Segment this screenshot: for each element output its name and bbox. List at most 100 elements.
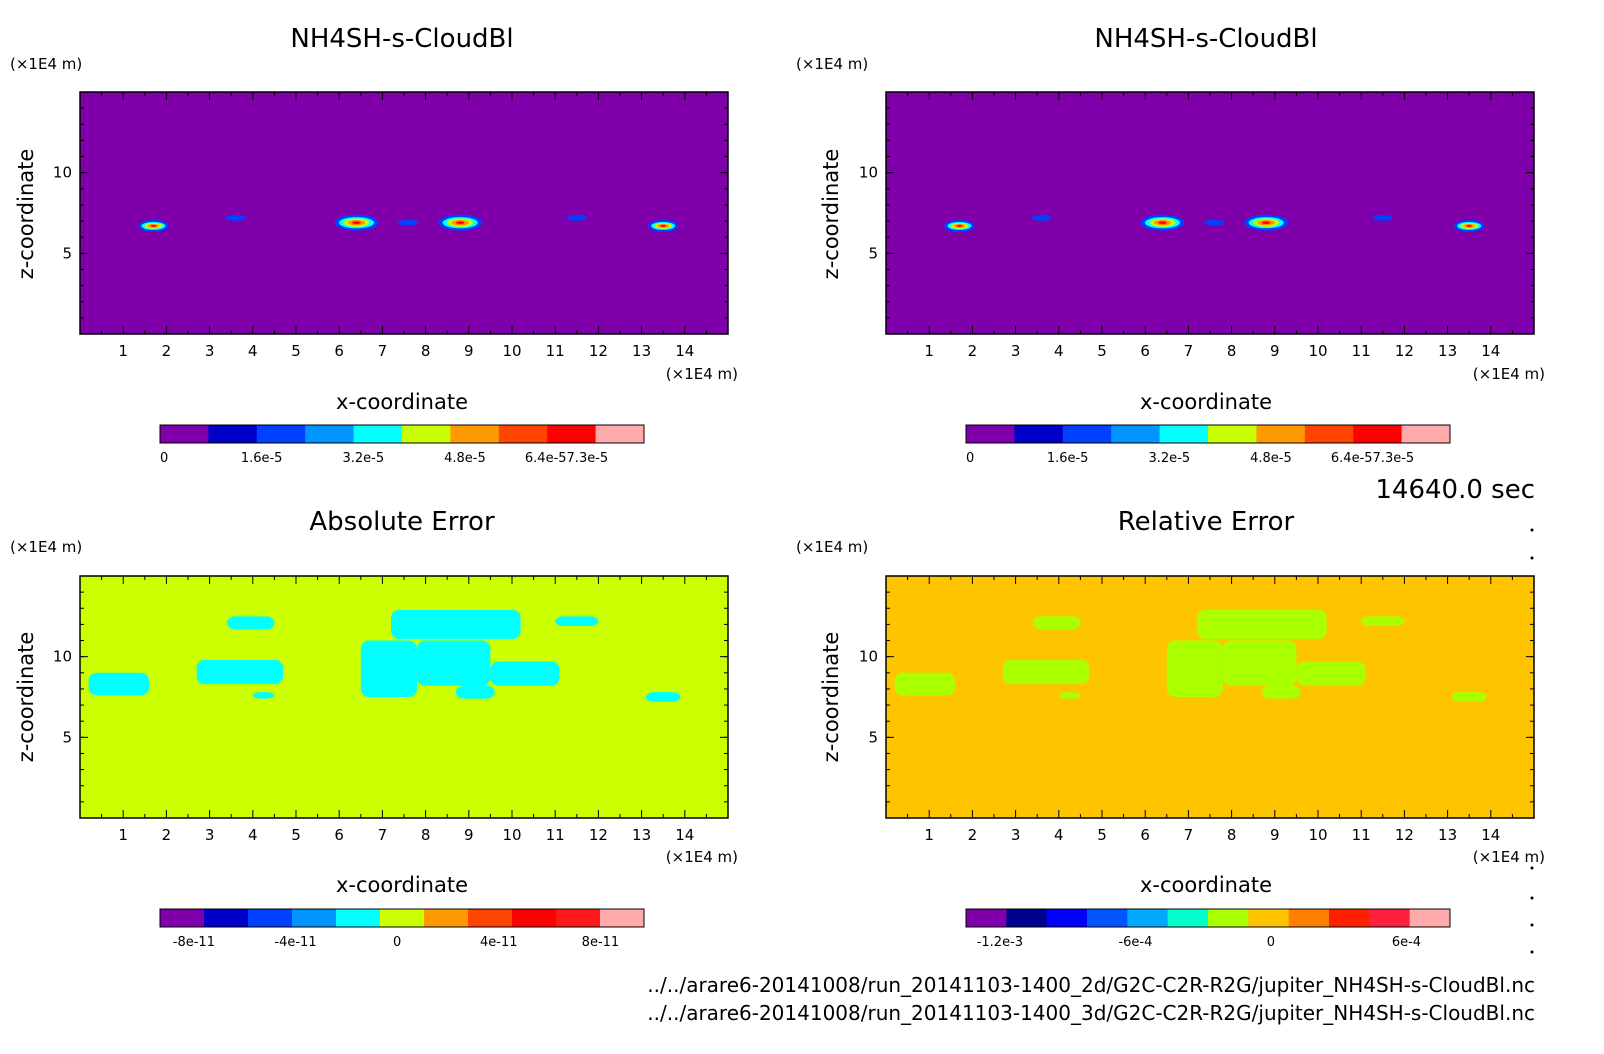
x-tick-label: 6 [334,826,344,844]
x-tick-label: 2 [162,826,172,844]
cloud-blob [225,214,246,221]
cloud-blob [566,214,587,221]
x-tick-label: 6 [1140,342,1150,360]
cloud-blob [455,221,465,225]
colorbar-segment [1167,909,1209,927]
error-region [360,640,417,697]
y-axis-label: z-coordinate [14,632,38,763]
margin-dot [1530,528,1534,532]
x-tick-label: 8 [421,826,431,844]
y-tick-label: 10 [53,648,72,666]
colorbar-segment [966,425,1015,443]
colorbar-segment [292,909,337,927]
x-tick-label: 11 [546,342,565,360]
panel-top-left: NH4SH-s-CloudBl (×1E4 m) (×1E4 m) x-coor… [10,24,738,466]
x-tick-label: 9 [464,826,474,844]
margin-dot [1530,866,1534,870]
y-axis-label: z-coordinate [819,149,843,280]
y-unit-label: (×1E4 m) [10,55,82,73]
time-label: 14640.0 sec [1375,475,1535,505]
panel-bottom-left: Absolute Error (×1E4 m) (×1E4 m) x-coord… [10,507,738,950]
x-tick-label: 1 [118,342,128,360]
colorbar-segment [1248,909,1290,927]
x-tick-label: 3 [205,342,215,360]
error-region [645,692,681,702]
x-tick-label: 13 [1438,826,1457,844]
colorbar: 0 1.6e-5 3.2e-5 4.8e-5 6.4e-57.3e-5 [965,424,1451,466]
colorbar-segment [1288,909,1330,927]
x-tick-label: 1 [118,826,128,844]
x-unit-label: (×1E4 m) [1473,365,1545,383]
x-tick-label: 9 [1270,826,1280,844]
x-tick-label: 12 [589,826,608,844]
colorbar-label: 0 [393,935,401,950]
colorbar-label: 1.6e-5 [241,451,283,466]
colorbar-frame [159,908,645,928]
cloud-blob [150,224,157,227]
cloud-blob [956,224,963,227]
panel-bottom-right: Relative Error (×1E4 m) (×1E4 m) x-coord… [796,507,1545,950]
error-region [1451,692,1487,702]
x-tick-label: 2 [162,342,172,360]
colorbar-label: 0 [966,451,974,466]
panel-top-right: NH4SH-s-CloudBl (×1E4 m) (×1E4 m) x-coor… [796,24,1545,466]
colorbar-segment [1208,909,1249,927]
x-tick-label: 8 [421,342,431,360]
x-axis-label: x-coordinate [336,873,468,897]
x-tick-label: 1 [924,826,934,844]
x-tick-label: 3 [205,826,215,844]
colorbar-segment [336,909,381,927]
x-tick-label: 10 [502,342,521,360]
cloud-blob [1204,219,1225,226]
colorbar-segment [468,909,513,927]
y-unit-label: (×1E4 m) [10,538,82,556]
x-tick-label: 10 [1308,826,1327,844]
margin-dot [1530,923,1534,927]
colorbar-label: -6e-4 [1118,935,1152,950]
colorbar-segment [1329,909,1370,927]
colorbar-label: -1.2e-3 [977,935,1023,950]
x-tick-label: 4 [1054,342,1064,360]
cloud-blob [1372,214,1393,221]
error-region [1296,661,1366,686]
x-tick-label: 10 [1308,342,1327,360]
colorbar-segment [498,425,548,443]
colorbar-segment [160,425,209,443]
x-tick-label: 14 [675,826,694,844]
x-tick-label: 6 [334,342,344,360]
error-region [894,672,956,696]
x-tick-label: 12 [1395,342,1414,360]
colorbar-segment [204,909,249,927]
colorbar-label: 1.6e-5 [1047,451,1089,466]
error-region [1197,609,1327,639]
colorbar-label: -8e-11 [173,935,215,950]
colorbar-segment [966,909,1007,927]
error-region [1361,616,1405,627]
x-tick-label: 7 [378,342,388,360]
colorbar-segment [380,909,425,927]
x-axis-label: x-coordinate [1140,390,1272,414]
colorbar-frame [965,424,1451,444]
x-tick-label: 9 [464,342,474,360]
colorbar-segment [1208,425,1257,443]
margin-dot [1530,950,1534,954]
x-tick-label: 12 [1395,826,1414,844]
cloud-blob [352,221,361,225]
colorbar-segment [1127,909,1169,927]
cloud-blob [1158,221,1167,225]
colorbar: -8e-11 -4e-11 0 4e-11 8e-11 [159,908,645,950]
y-tick-label: 5 [62,244,72,262]
colorbar-segment [1046,909,1088,927]
y-tick-label: 10 [859,648,878,666]
x-tick-label: 11 [1352,342,1371,360]
colorbar-segment [402,425,451,443]
colorbar-label: 4.8e-5 [444,451,486,466]
colorbar-segment [424,909,469,927]
colorbar-segment [1353,425,1403,443]
panel-title: Absolute Error [309,507,495,537]
colorbar-label: 8e-11 [582,935,620,950]
x-tick-label: 5 [1097,342,1107,360]
